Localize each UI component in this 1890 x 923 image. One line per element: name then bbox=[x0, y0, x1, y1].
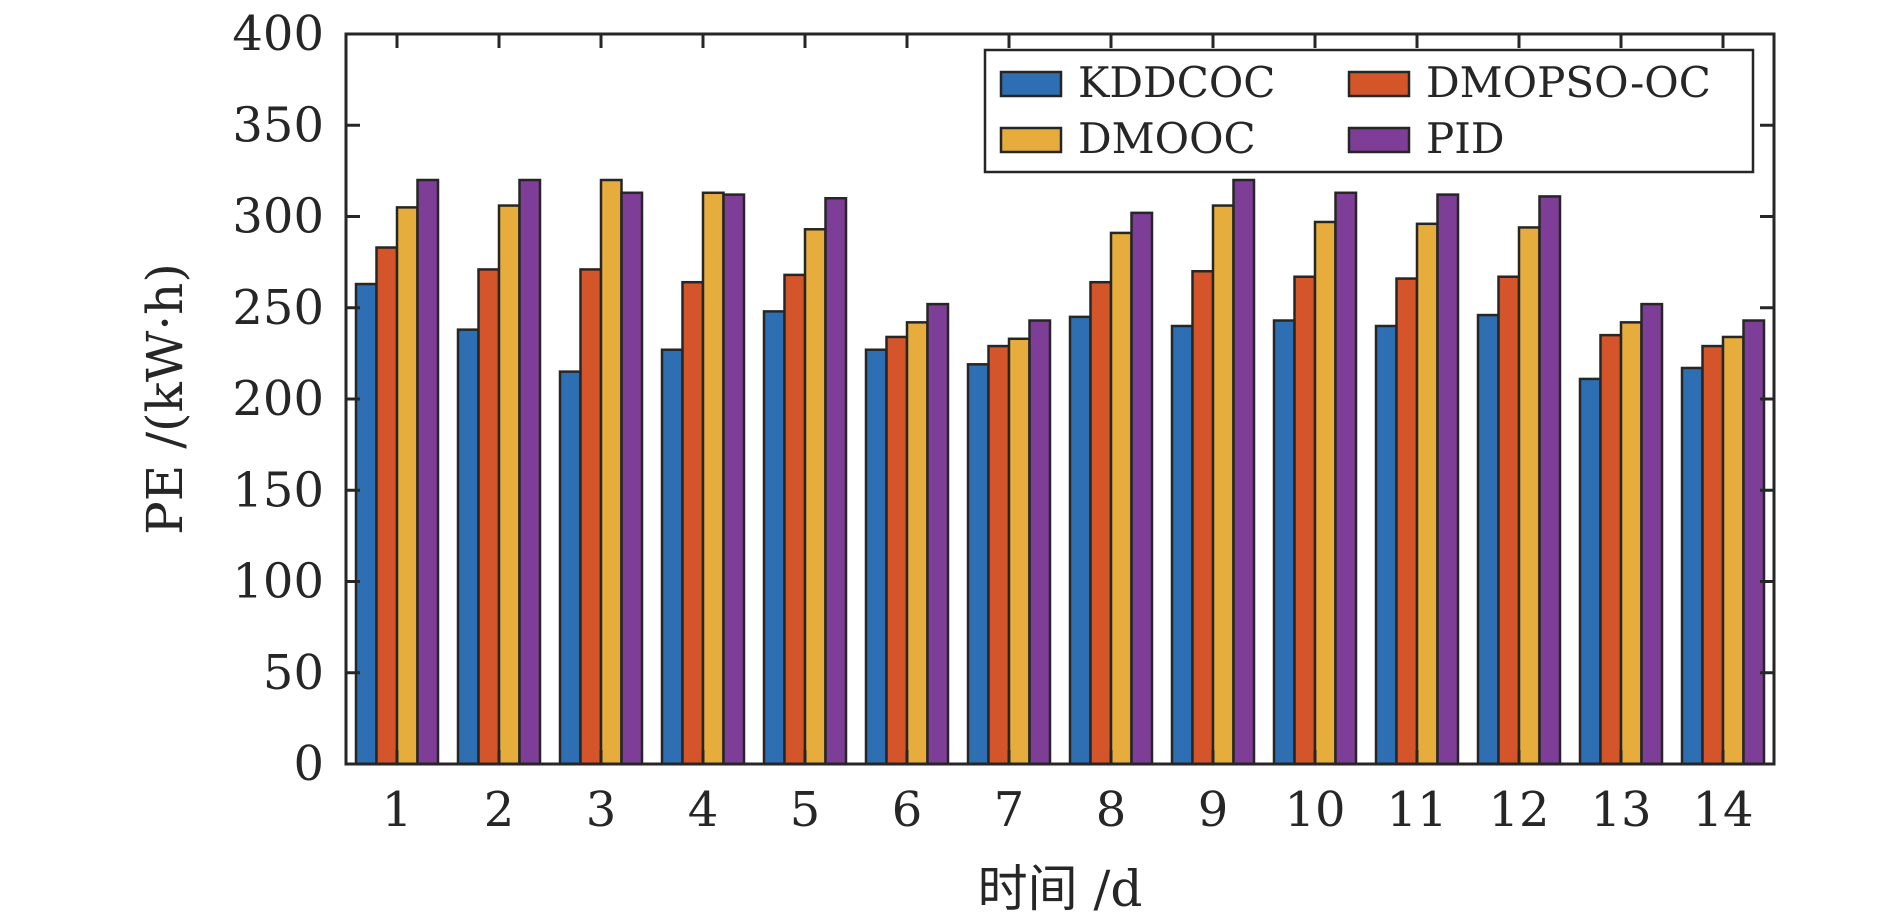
legend-swatch-dmopso-oc bbox=[1347, 70, 1411, 98]
bar-pid-day-8 bbox=[1130, 211, 1154, 766]
bar-dmooc-day-5 bbox=[803, 228, 827, 766]
bar-dmooc-day-12 bbox=[1517, 226, 1541, 766]
bar-dmopso-oc-day-5 bbox=[783, 273, 807, 766]
legend: KDDCOC DMOPSO-OC DMOOC PID bbox=[983, 48, 1755, 174]
bar-kddcoc-day-10 bbox=[1272, 319, 1296, 766]
x-tick-label-4: 4 bbox=[688, 782, 719, 838]
legend-label-pid: PID bbox=[1426, 114, 1505, 163]
bar-pid-day-1 bbox=[416, 178, 440, 766]
bar-dmooc-day-11 bbox=[1415, 222, 1439, 766]
bar-dmopso-oc-day-7 bbox=[987, 344, 1011, 766]
bar-pid-day-14 bbox=[1742, 319, 1766, 766]
bar-dmopso-oc-day-1 bbox=[375, 246, 399, 766]
y-axis-label: PE /(kW·h) bbox=[136, 263, 194, 535]
bar-dmopso-oc-day-10 bbox=[1293, 275, 1317, 766]
y-tick-label-300: 300 bbox=[232, 189, 324, 245]
legend-swatch-dmooc bbox=[999, 126, 1063, 154]
x-tick-label-13: 13 bbox=[1590, 782, 1651, 838]
bar-pid-day-3 bbox=[620, 191, 644, 766]
bar-kddcoc-day-8 bbox=[1068, 315, 1092, 766]
bar-kddcoc-day-4 bbox=[660, 348, 684, 766]
x-tick-label-9: 9 bbox=[1198, 782, 1229, 838]
y-tick-labels: 0 50 100 150 200 250 300 350 400 bbox=[232, 6, 324, 792]
bar-kddcoc-day-12 bbox=[1476, 313, 1500, 766]
legend-label-dmopso-oc: DMOPSO-OC bbox=[1426, 58, 1711, 107]
bar-kddcoc-day-9 bbox=[1170, 324, 1194, 766]
x-tick-labels: 1 2 3 4 5 6 7 8 9 10 11 12 13 14 bbox=[382, 782, 1754, 838]
bar-dmopso-oc-day-4 bbox=[681, 280, 705, 766]
bar-dmooc-day-3 bbox=[599, 178, 623, 766]
bar-pid-day-7 bbox=[1028, 319, 1052, 766]
legend-label-dmooc: DMOOC bbox=[1078, 114, 1256, 163]
bar-pid-day-6 bbox=[926, 302, 950, 766]
bar-dmopso-oc-day-3 bbox=[579, 268, 603, 766]
bar-dmooc-day-7 bbox=[1007, 337, 1031, 766]
bar-dmooc-day-9 bbox=[1211, 204, 1235, 766]
x-tick-label-8: 8 bbox=[1096, 782, 1127, 838]
x-tick-label-5: 5 bbox=[790, 782, 821, 838]
bar-pid-day-10 bbox=[1334, 191, 1358, 766]
bar-pid-day-4 bbox=[722, 193, 746, 766]
bar-pid-day-12 bbox=[1538, 195, 1562, 766]
bar-dmooc-day-8 bbox=[1109, 231, 1133, 766]
x-tick-label-7: 7 bbox=[994, 782, 1025, 838]
bar-dmopso-oc-day-8 bbox=[1089, 280, 1113, 766]
bar-dmopso-oc-day-12 bbox=[1497, 275, 1521, 766]
y-tick-label-350: 350 bbox=[232, 97, 324, 153]
x-tick-label-2: 2 bbox=[484, 782, 515, 838]
plot-frame bbox=[344, 32, 1776, 766]
bar-pid-day-2 bbox=[518, 178, 542, 766]
bar-kddcoc-day-13 bbox=[1578, 377, 1602, 766]
legend-label-kddcoc: KDDCOC bbox=[1078, 58, 1275, 107]
y-tick-label-150: 150 bbox=[232, 462, 324, 518]
bar-pid-day-9 bbox=[1232, 178, 1256, 766]
x-tick-label-12: 12 bbox=[1488, 782, 1549, 838]
x-tick-label-3: 3 bbox=[586, 782, 617, 838]
legend-swatch-kddcoc bbox=[999, 70, 1063, 98]
y-tick-label-250: 250 bbox=[232, 280, 324, 336]
bar-dmooc-day-2 bbox=[497, 204, 521, 766]
x-tick-label-1: 1 bbox=[382, 782, 413, 838]
x-tick-label-11: 11 bbox=[1386, 782, 1447, 838]
bar-pid-day-11 bbox=[1436, 193, 1460, 766]
bar-pid-day-5 bbox=[824, 197, 848, 766]
bar-dmopso-oc-day-9 bbox=[1191, 270, 1215, 766]
bar-kddcoc-day-1 bbox=[354, 282, 378, 766]
x-tick-label-6: 6 bbox=[892, 782, 923, 838]
legend-swatch-pid bbox=[1347, 126, 1411, 154]
bar-dmopso-oc-day-13 bbox=[1599, 333, 1623, 766]
bar-dmooc-day-4 bbox=[701, 191, 725, 766]
bar-dmooc-day-1 bbox=[395, 206, 419, 766]
x-tick-label-14: 14 bbox=[1692, 782, 1753, 838]
bar-dmopso-oc-day-2 bbox=[477, 268, 501, 766]
bar-kddcoc-day-11 bbox=[1374, 324, 1398, 766]
bar-kddcoc-day-3 bbox=[558, 370, 582, 766]
bar-dmooc-day-10 bbox=[1313, 220, 1337, 766]
y-tick-label-100: 100 bbox=[232, 554, 324, 610]
y-tick-label-400: 400 bbox=[232, 6, 324, 62]
bar-pid-day-13 bbox=[1640, 302, 1664, 766]
x-tick-label-10: 10 bbox=[1284, 782, 1345, 838]
y-tick-label-0: 0 bbox=[293, 736, 324, 792]
bar-kddcoc-day-14 bbox=[1680, 366, 1704, 766]
bar-kddcoc-day-6 bbox=[864, 348, 888, 766]
bar-dmopso-oc-day-6 bbox=[885, 335, 909, 766]
bar-dmooc-day-6 bbox=[905, 321, 929, 766]
y-tick-label-200: 200 bbox=[232, 371, 324, 427]
y-tick-label-50: 50 bbox=[263, 645, 324, 701]
x-axis-label: 时间 /d bbox=[978, 860, 1143, 918]
bar-dmooc-day-13 bbox=[1619, 321, 1643, 766]
bar-dmooc-day-14 bbox=[1721, 335, 1745, 766]
bar-kddcoc-day-7 bbox=[966, 363, 990, 766]
bar-kddcoc-day-5 bbox=[762, 310, 786, 766]
bar-kddcoc-day-2 bbox=[456, 328, 480, 766]
bar-dmopso-oc-day-11 bbox=[1395, 277, 1419, 766]
bar-dmopso-oc-day-14 bbox=[1701, 344, 1725, 766]
